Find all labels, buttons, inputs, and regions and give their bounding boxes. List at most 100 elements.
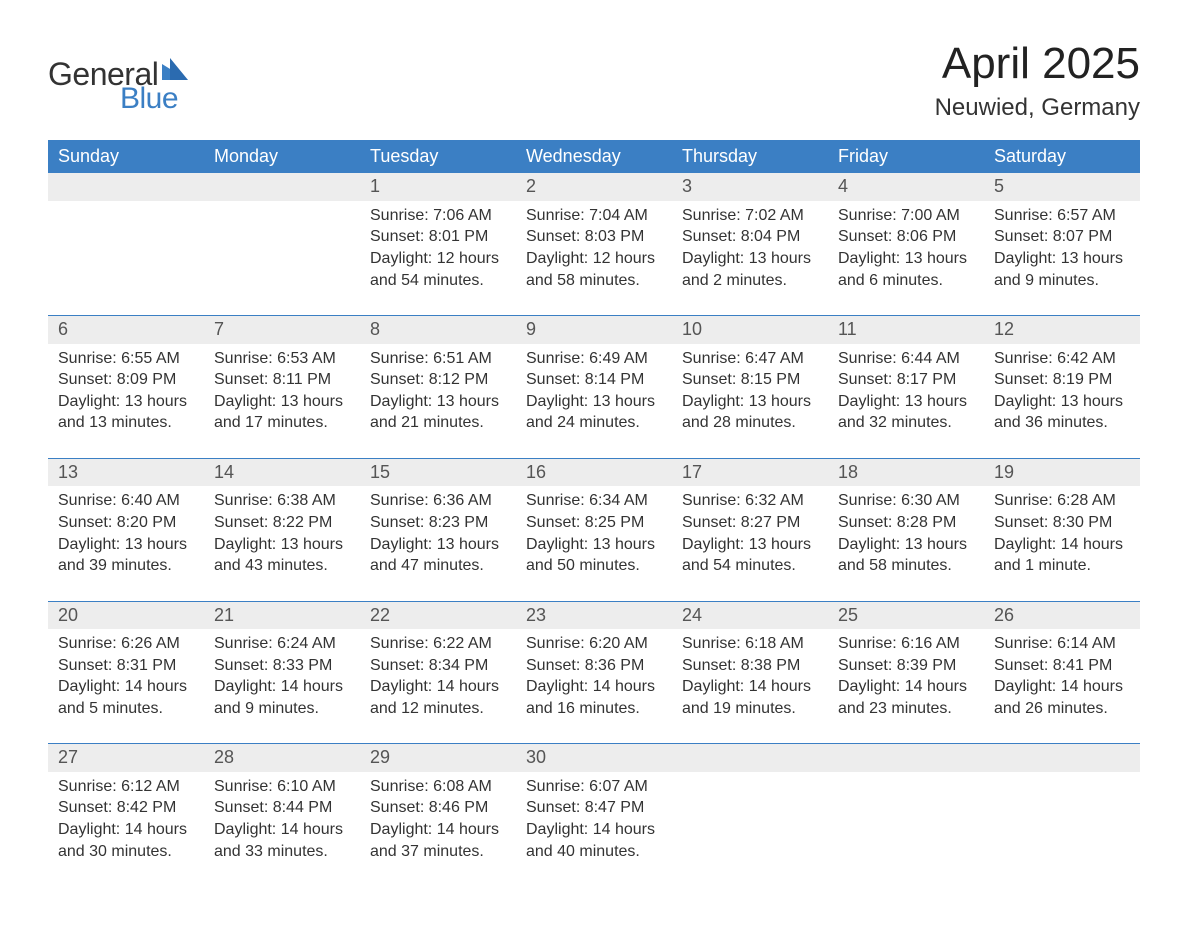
daylight-line: Daylight: 14 hours and 40 minutes.: [526, 819, 662, 862]
day-data: Sunrise: 6:22 AMSunset: 8:34 PMDaylight:…: [360, 629, 516, 743]
day-data-cell: Sunrise: 7:04 AMSunset: 8:03 PMDaylight:…: [516, 201, 672, 316]
day-number: 28: [204, 744, 360, 771]
day-data-cell: Sunrise: 6:34 AMSunset: 8:25 PMDaylight:…: [516, 486, 672, 601]
day-data-cell: [48, 201, 204, 316]
day-data-cell: Sunrise: 7:06 AMSunset: 8:01 PMDaylight:…: [360, 201, 516, 316]
sunrise-line: Sunrise: 6:28 AM: [994, 490, 1130, 512]
day-header: Saturday: [984, 140, 1140, 173]
sunrise-line: Sunrise: 6:12 AM: [58, 776, 194, 798]
day-number: 6: [48, 316, 204, 343]
sunset-line: Sunset: 8:44 PM: [214, 797, 350, 819]
day-number: 22: [360, 602, 516, 629]
day-data: Sunrise: 7:02 AMSunset: 8:04 PMDaylight:…: [672, 201, 828, 315]
sunrise-line: Sunrise: 7:06 AM: [370, 205, 506, 227]
sunset-line: Sunset: 8:01 PM: [370, 226, 506, 248]
day-data-cell: Sunrise: 6:26 AMSunset: 8:31 PMDaylight:…: [48, 629, 204, 744]
sunset-line: Sunset: 8:47 PM: [526, 797, 662, 819]
day-number: 5: [984, 173, 1140, 200]
daylight-line: Daylight: 14 hours and 26 minutes.: [994, 676, 1130, 719]
day-data-cell: Sunrise: 6:07 AMSunset: 8:47 PMDaylight:…: [516, 772, 672, 886]
day-number-cell: 19: [984, 458, 1140, 486]
sunrise-line: Sunrise: 6:36 AM: [370, 490, 506, 512]
day-data-cell: Sunrise: 6:12 AMSunset: 8:42 PMDaylight:…: [48, 772, 204, 886]
day-number-cell: 27: [48, 744, 204, 772]
day-number-cell: 2: [516, 173, 672, 200]
day-number-cell: 10: [672, 316, 828, 344]
day-number: 30: [516, 744, 672, 771]
day-number-cell: 5: [984, 173, 1140, 200]
day-number: 10: [672, 316, 828, 343]
sunrise-line: Sunrise: 6:14 AM: [994, 633, 1130, 655]
daylight-line: Daylight: 13 hours and 54 minutes.: [682, 534, 818, 577]
day-header: Sunday: [48, 140, 204, 173]
daylight-line: Daylight: 14 hours and 16 minutes.: [526, 676, 662, 719]
sunrise-line: Sunrise: 6:51 AM: [370, 348, 506, 370]
day-number: 3: [672, 173, 828, 200]
week-daynum-row: 12345: [48, 173, 1140, 200]
day-data: Sunrise: 7:00 AMSunset: 8:06 PMDaylight:…: [828, 201, 984, 315]
day-number-cell: 18: [828, 458, 984, 486]
month-title: April 2025: [935, 40, 1140, 88]
day-number: 20: [48, 602, 204, 629]
day-data-cell: Sunrise: 6:38 AMSunset: 8:22 PMDaylight:…: [204, 486, 360, 601]
day-data: Sunrise: 6:10 AMSunset: 8:44 PMDaylight:…: [204, 772, 360, 886]
daylight-line: Daylight: 13 hours and 21 minutes.: [370, 391, 506, 434]
sunset-line: Sunset: 8:46 PM: [370, 797, 506, 819]
day-number-cell: 11: [828, 316, 984, 344]
sunrise-line: Sunrise: 6:44 AM: [838, 348, 974, 370]
day-data-cell: Sunrise: 6:30 AMSunset: 8:28 PMDaylight:…: [828, 486, 984, 601]
sunset-line: Sunset: 8:31 PM: [58, 655, 194, 677]
logo: General Blue: [48, 40, 188, 114]
day-header: Monday: [204, 140, 360, 173]
day-data: Sunrise: 6:07 AMSunset: 8:47 PMDaylight:…: [516, 772, 672, 886]
day-number: 27: [48, 744, 204, 771]
day-data: Sunrise: 6:20 AMSunset: 8:36 PMDaylight:…: [516, 629, 672, 743]
sunset-line: Sunset: 8:20 PM: [58, 512, 194, 534]
sunset-line: Sunset: 8:42 PM: [58, 797, 194, 819]
day-number-cell: 7: [204, 316, 360, 344]
day-data-cell: [984, 772, 1140, 886]
sunset-line: Sunset: 8:41 PM: [994, 655, 1130, 677]
day-data: Sunrise: 6:42 AMSunset: 8:19 PMDaylight:…: [984, 344, 1140, 458]
sunset-line: Sunset: 8:07 PM: [994, 226, 1130, 248]
sunrise-line: Sunrise: 6:30 AM: [838, 490, 974, 512]
day-number: 9: [516, 316, 672, 343]
day-number-cell: 23: [516, 601, 672, 629]
sunset-line: Sunset: 8:28 PM: [838, 512, 974, 534]
day-data-cell: Sunrise: 6:53 AMSunset: 8:11 PMDaylight:…: [204, 344, 360, 459]
day-data: Sunrise: 6:40 AMSunset: 8:20 PMDaylight:…: [48, 486, 204, 600]
day-data-cell: Sunrise: 6:36 AMSunset: 8:23 PMDaylight:…: [360, 486, 516, 601]
day-number-cell: 12: [984, 316, 1140, 344]
title-block: April 2025 Neuwied, Germany: [935, 40, 1140, 122]
day-number: 2: [516, 173, 672, 200]
day-data-cell: Sunrise: 6:16 AMSunset: 8:39 PMDaylight:…: [828, 629, 984, 744]
sunrise-line: Sunrise: 6:40 AM: [58, 490, 194, 512]
day-number: 21: [204, 602, 360, 629]
day-data-cell: Sunrise: 6:24 AMSunset: 8:33 PMDaylight:…: [204, 629, 360, 744]
day-data: Sunrise: 6:51 AMSunset: 8:12 PMDaylight:…: [360, 344, 516, 458]
daylight-line: Daylight: 13 hours and 32 minutes.: [838, 391, 974, 434]
day-data-cell: Sunrise: 6:10 AMSunset: 8:44 PMDaylight:…: [204, 772, 360, 886]
day-data: Sunrise: 6:18 AMSunset: 8:38 PMDaylight:…: [672, 629, 828, 743]
sunrise-line: Sunrise: 6:24 AM: [214, 633, 350, 655]
day-number-cell: 3: [672, 173, 828, 200]
day-number: 14: [204, 459, 360, 486]
day-data-cell: Sunrise: 6:22 AMSunset: 8:34 PMDaylight:…: [360, 629, 516, 744]
day-data: Sunrise: 7:06 AMSunset: 8:01 PMDaylight:…: [360, 201, 516, 315]
daylight-line: Daylight: 13 hours and 47 minutes.: [370, 534, 506, 577]
day-number-cell: 28: [204, 744, 360, 772]
day-data-cell: Sunrise: 6:49 AMSunset: 8:14 PMDaylight:…: [516, 344, 672, 459]
day-data-cell: Sunrise: 6:40 AMSunset: 8:20 PMDaylight:…: [48, 486, 204, 601]
daylight-line: Daylight: 14 hours and 37 minutes.: [370, 819, 506, 862]
day-data: Sunrise: 6:26 AMSunset: 8:31 PMDaylight:…: [48, 629, 204, 743]
day-number-cell: 9: [516, 316, 672, 344]
day-number: 29: [360, 744, 516, 771]
sunrise-line: Sunrise: 6:38 AM: [214, 490, 350, 512]
daylight-line: Daylight: 14 hours and 12 minutes.: [370, 676, 506, 719]
sunset-line: Sunset: 8:06 PM: [838, 226, 974, 248]
day-data-cell: Sunrise: 6:20 AMSunset: 8:36 PMDaylight:…: [516, 629, 672, 744]
sunrise-line: Sunrise: 6:32 AM: [682, 490, 818, 512]
week-data-row: Sunrise: 6:26 AMSunset: 8:31 PMDaylight:…: [48, 629, 1140, 744]
sunset-line: Sunset: 8:03 PM: [526, 226, 662, 248]
week-daynum-row: 27282930: [48, 744, 1140, 772]
